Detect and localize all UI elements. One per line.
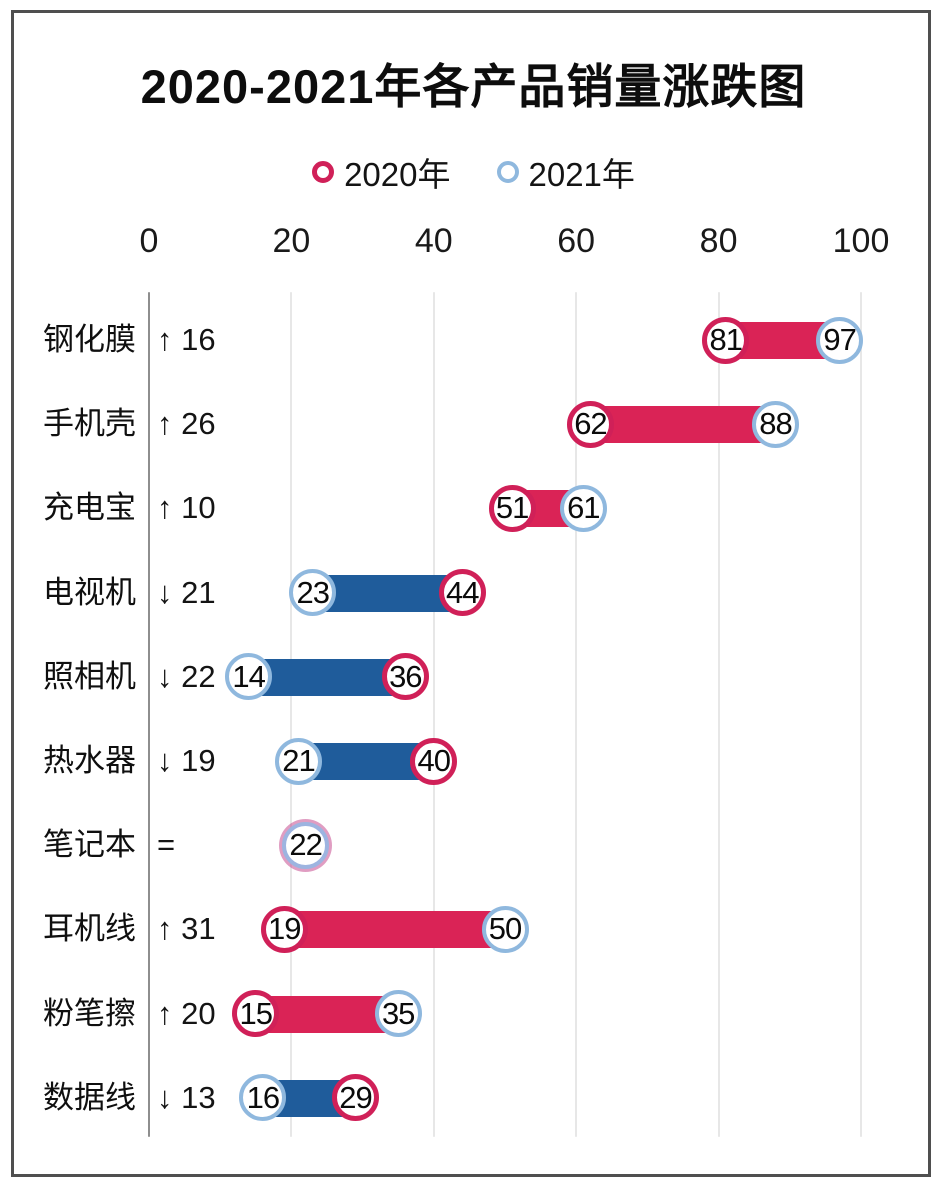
chart-title: 2020-2021年各产品销量涨跌图: [140, 60, 807, 113]
legend-ring-2020-icon: [312, 161, 335, 183]
change-label: ↑ 20: [157, 995, 216, 1031]
range-bar: [284, 911, 505, 949]
x-axis-tick-label: 100: [832, 222, 890, 260]
category-label: 数据线: [43, 1079, 136, 1115]
point-2020-2021-equal: 22: [282, 821, 330, 869]
range-bar: [255, 995, 399, 1033]
category-label: 充电宝: [43, 490, 136, 526]
x-axis-tick-label: 40: [414, 222, 453, 260]
point-2020: 62: [566, 400, 614, 448]
category-label: 热水器: [43, 743, 136, 778]
change-label: ↑ 10: [157, 490, 216, 526]
point-2020: 81: [702, 316, 750, 364]
change-label: ↓ 22: [157, 658, 216, 694]
point-2020: 29: [331, 1074, 379, 1122]
legend-item-2021: 2021年: [496, 148, 635, 196]
point-2020: 36: [381, 653, 429, 701]
gridline: [717, 292, 720, 1137]
point-2021: 61: [559, 484, 607, 532]
range-bar: [590, 406, 776, 444]
point-2021: 14: [225, 653, 273, 701]
gridline: [432, 292, 435, 1137]
change-label: ↓ 13: [157, 1079, 216, 1115]
gridline: [575, 292, 578, 1137]
category-label: 耳机线: [43, 911, 136, 947]
point-2020: 15: [232, 990, 280, 1038]
range-bar: [312, 574, 463, 612]
x-axis-tick-labels: 0 20 40 60 80 100: [0, 222, 947, 266]
change-label: ↑ 26: [157, 406, 216, 442]
point-2020: 19: [260, 905, 308, 953]
x-axis-tick-label: 60: [557, 222, 596, 260]
point-2021: 97: [816, 316, 864, 364]
point-2021: 21: [275, 737, 323, 785]
x-axis-tick-label: 80: [699, 222, 738, 260]
legend-ring-2021-icon: [496, 161, 519, 183]
point-2020: 40: [410, 737, 458, 785]
point-2021: 50: [481, 905, 529, 953]
point-2021: 35: [374, 990, 422, 1038]
legend-item-2020: 2020年: [312, 148, 451, 196]
gridline: [860, 292, 862, 1137]
category-label: 钢化膜: [43, 322, 136, 357]
point-2020: 44: [438, 569, 486, 617]
change-label: ↓ 19: [157, 743, 216, 778]
plot-area: 钢化膜 ↑ 16 81 97 手机壳 ↑ 26 62 88 充电宝 ↑ 10 51 61 电视机 ↓ 21…: [0, 292, 947, 1138]
legend: 2020年 2021年: [0, 150, 947, 194]
range-bar: [248, 658, 406, 696]
point-2020: 51: [488, 484, 536, 532]
category-label: 照相机: [43, 658, 136, 694]
category-label: 粉笔擦: [43, 995, 136, 1031]
change-label: =: [157, 827, 176, 863]
point-2021: 16: [239, 1074, 287, 1122]
x-axis-tick-label: 20: [272, 222, 311, 260]
x-axis-tick-label: 0: [139, 222, 159, 260]
change-label: ↑ 31: [157, 911, 216, 947]
point-2021: 23: [289, 569, 337, 617]
legend-label-2021: 2021年: [528, 156, 635, 193]
y-axis-line: [148, 292, 150, 1137]
category-label: 手机壳: [43, 406, 136, 442]
change-label: ↑ 16: [157, 322, 216, 357]
legend-label-2020: 2020年: [344, 156, 451, 193]
category-label: 电视机: [43, 574, 136, 610]
gridline: [290, 292, 293, 1137]
change-label: ↓ 21: [157, 574, 216, 610]
point-2021: 88: [752, 400, 800, 448]
category-label: 笔记本: [43, 827, 136, 863]
